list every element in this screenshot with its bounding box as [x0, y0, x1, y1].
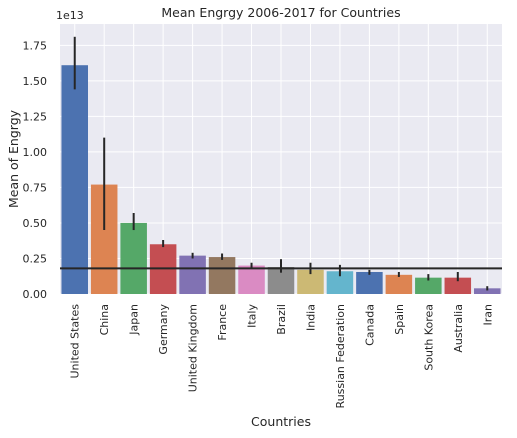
x-tick-label: Japan: [128, 304, 141, 336]
x-axis-label: Countries: [251, 414, 311, 429]
y-tick-label: 0.75: [23, 181, 48, 194]
x-tick-label: France: [216, 304, 229, 341]
bar: [385, 274, 413, 294]
y-tick-label: 1.00: [23, 146, 48, 159]
x-tick-label: Spain: [393, 304, 406, 335]
chart-title: Mean Engrgy 2006-2017 for Countries: [161, 5, 400, 20]
x-tick-label: Italy: [246, 304, 259, 328]
x-tick-label: United States: [69, 304, 82, 379]
bar: [179, 255, 206, 294]
y-tick-label: 0.50: [23, 217, 48, 230]
x-tick-label: Brazil: [275, 304, 288, 335]
x-tick-label: China: [98, 304, 111, 335]
y-tick-label: 0.25: [23, 252, 48, 265]
bar: [474, 288, 501, 294]
y-axis-offset-label: 1e13: [56, 9, 84, 22]
x-tick-label: Russian Federation: [334, 304, 347, 408]
y-tick-label: 1.75: [23, 39, 48, 52]
bar: [208, 257, 236, 294]
bar: [326, 271, 354, 294]
bar: [120, 222, 147, 294]
x-tick-label: South Korea: [422, 304, 435, 371]
x-tick-label: India: [304, 304, 317, 331]
x-tick-label: Australia: [452, 304, 465, 353]
x-tick-label: United Kingdom: [187, 304, 200, 392]
y-axis-label: Mean of Engrgy: [6, 109, 21, 208]
bar: [415, 277, 442, 294]
y-tick-label: 1.50: [23, 75, 48, 88]
x-tick-label: Iran: [481, 304, 494, 326]
bar: [238, 265, 265, 294]
y-axis-ticks: 0.00 0.25 0.50 0.75 1.00 1.25 1.50 1.75: [23, 39, 48, 301]
y-tick-label: 1.25: [23, 110, 48, 123]
bar: [356, 271, 383, 294]
bar: [61, 65, 88, 294]
x-axis-ticks: United States China Japan Germany United Kin…: [69, 304, 495, 409]
x-tick-label: Germany: [157, 304, 170, 355]
bar: [444, 277, 472, 294]
y-tick-label: 0.00: [23, 288, 48, 301]
x-tick-label: Canada: [363, 304, 376, 346]
